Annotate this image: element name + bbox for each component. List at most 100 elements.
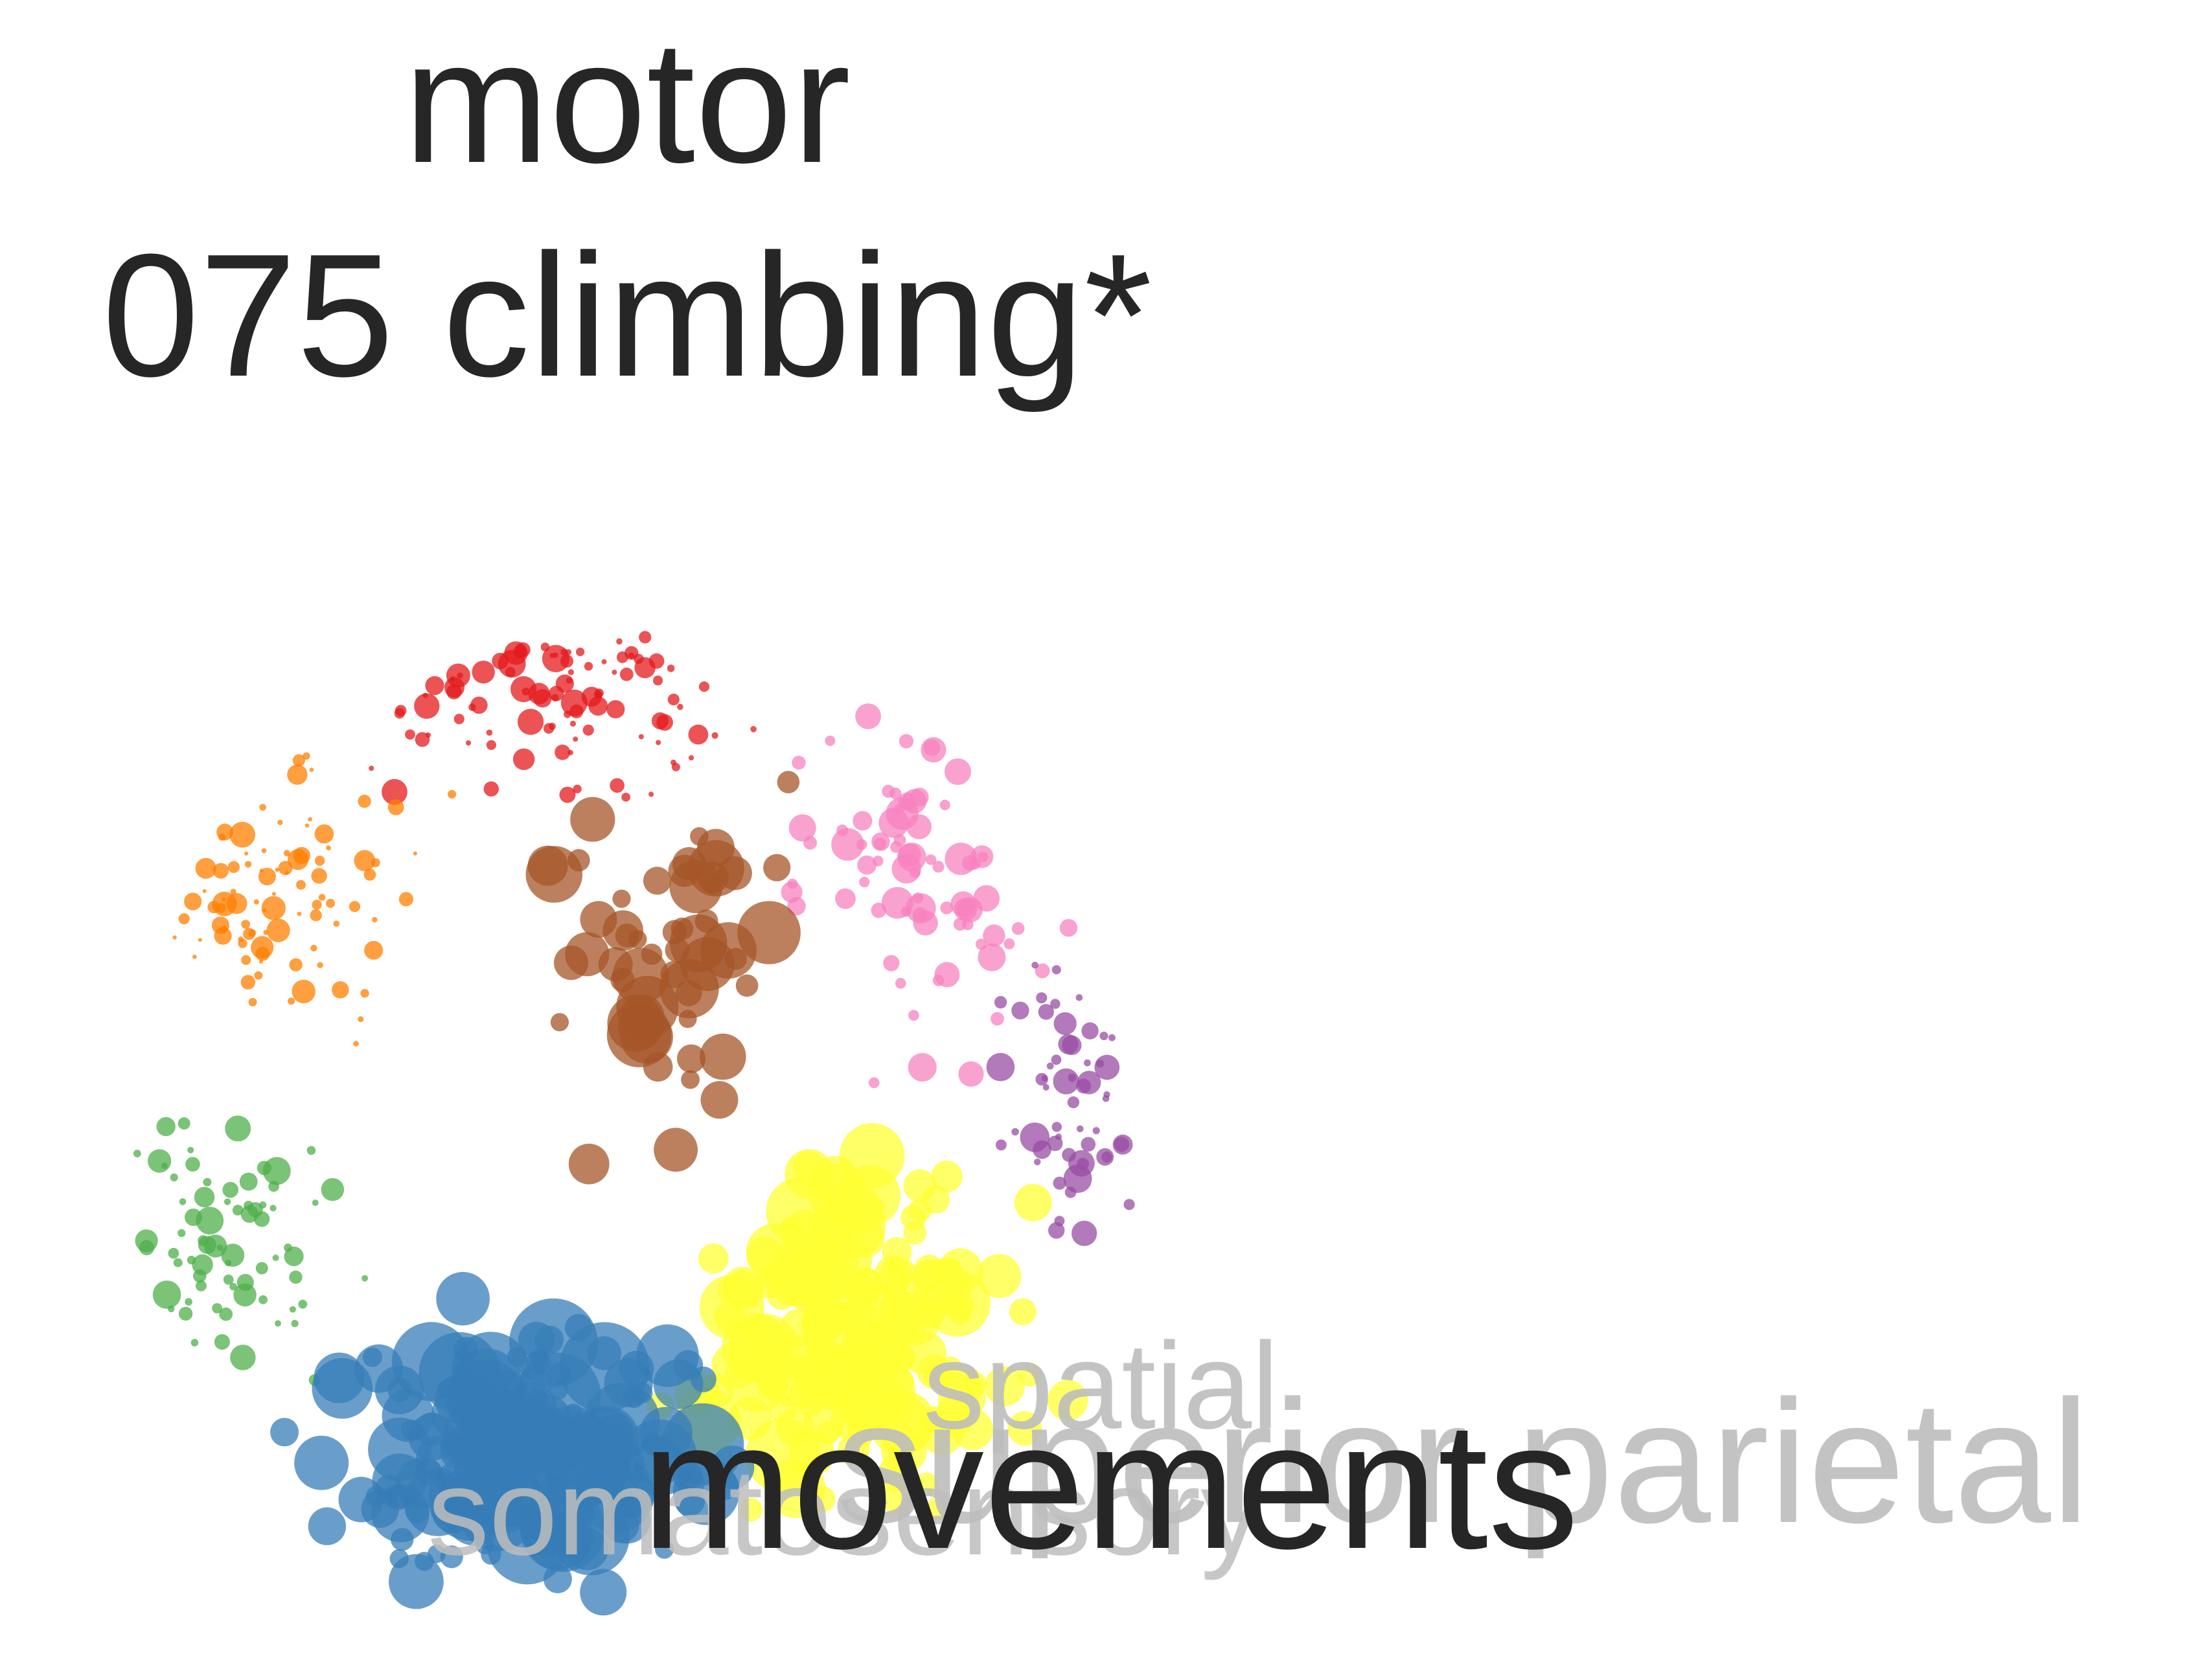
- green-term-dot: [254, 1211, 270, 1227]
- green-term-dot: [223, 1198, 231, 1205]
- green-term-dot: [272, 1254, 279, 1262]
- pink-term-dot: [953, 917, 967, 931]
- brown-term-dot: [700, 1033, 746, 1080]
- pink-term-dot: [940, 902, 954, 914]
- orange-term-dot: [309, 767, 314, 772]
- red-term-dot: [486, 740, 497, 750]
- red-term-dot: [610, 778, 625, 793]
- yellow-term-dot: [843, 1275, 867, 1300]
- title-line-1: motor: [404, 5, 851, 199]
- green-term-dot: [219, 1307, 233, 1321]
- orange-term-dot: [207, 901, 220, 914]
- green-term-dot: [190, 1339, 199, 1346]
- red-term-dot: [688, 755, 694, 761]
- brown-term-dot: [724, 948, 747, 970]
- yellow-term-dot: [762, 1263, 794, 1295]
- yellow-term-dot: [821, 1378, 852, 1409]
- red-term-dot: [648, 791, 654, 797]
- red-term-dot: [457, 672, 463, 679]
- purple-term-dot: [1046, 1062, 1054, 1070]
- purple-term-dot: [1077, 1125, 1084, 1133]
- red-term-dot: [465, 740, 472, 746]
- orange-term-dot: [310, 909, 322, 922]
- brown-term-dot: [777, 771, 800, 793]
- red-term-dot: [470, 696, 488, 714]
- purple-term-dot: [1096, 1148, 1114, 1166]
- purple-term-dot: [995, 1139, 1007, 1151]
- blue-term-dot: [527, 1389, 548, 1410]
- yellow-term-dot: [878, 1453, 917, 1493]
- orange-term-dot: [326, 898, 336, 908]
- brown-term-dot: [550, 1013, 569, 1032]
- yellow-term-dot: [882, 1279, 906, 1304]
- blue-term-dot: [389, 1554, 444, 1609]
- red-term-dot: [576, 647, 585, 657]
- red-term-dot: [518, 709, 544, 735]
- pink-term-dot: [934, 962, 960, 988]
- green-term-dot: [233, 1283, 257, 1307]
- pink-term-dot: [1011, 922, 1025, 935]
- red-term-dot: [667, 694, 680, 706]
- yellow-term-dot: [779, 1309, 819, 1348]
- pink-term-dot: [908, 1053, 937, 1082]
- orange-term-dot: [271, 892, 277, 896]
- blue-term-dot: [476, 1383, 517, 1425]
- orange-term-dot: [303, 752, 310, 760]
- orange-term-dot: [259, 868, 264, 873]
- title-line-2: 075 climbing*: [102, 218, 1152, 414]
- red-term-dot: [422, 692, 428, 698]
- brown-term-dot: [612, 889, 631, 908]
- orange-term-dot: [283, 850, 290, 857]
- green-term-dot: [203, 1177, 212, 1186]
- pink-term-dot: [857, 855, 877, 875]
- purple-term-dot: [1034, 1158, 1041, 1166]
- blue-term-dot: [436, 1474, 460, 1497]
- purple-term-dot: [1092, 1127, 1100, 1135]
- blue-term-dot: [709, 1470, 739, 1501]
- purple-term-dot: [1048, 1222, 1065, 1239]
- red-term-dot: [573, 784, 582, 793]
- red-term-dot: [567, 669, 575, 675]
- red-term-dot: [414, 693, 440, 719]
- orange-term-dot: [253, 899, 259, 905]
- purple-term-dot: [1053, 1012, 1077, 1036]
- green-term-dot: [168, 1247, 179, 1259]
- orange-term-dot: [277, 819, 283, 825]
- yellow-term-dot: [717, 1276, 746, 1304]
- blue-term-dot: [405, 1499, 430, 1523]
- purple-term-dot: [1102, 1095, 1110, 1102]
- pink-term-dot: [855, 703, 881, 729]
- blue-term-dot: [498, 1369, 517, 1388]
- orange-term-dot: [275, 867, 279, 872]
- blue-term-dot: [467, 1413, 534, 1481]
- yellow-term-dot: [1014, 1183, 1052, 1221]
- orange-term-dot: [315, 856, 325, 866]
- brown-term-dot: [735, 974, 759, 997]
- green-term-dot: [185, 1298, 192, 1306]
- red-term-dot: [521, 687, 530, 696]
- yellow-term-dot: [725, 1347, 790, 1412]
- red-term-dot: [677, 703, 683, 710]
- red-term-dot: [564, 710, 571, 718]
- orange-term-dot: [314, 824, 334, 844]
- orange-term-dot: [284, 870, 289, 875]
- orange-term-dot: [304, 823, 310, 828]
- blue-term-dot: [572, 1405, 639, 1473]
- purple-term-dot: [994, 995, 1007, 1009]
- orange-term-dot: [255, 946, 270, 961]
- orange-term-dot: [226, 893, 247, 914]
- pink-term-dot: [925, 854, 937, 865]
- red-term-dot: [369, 766, 374, 771]
- green-term-dot: [259, 1201, 267, 1209]
- brown-term-dot: [567, 849, 590, 872]
- green-term-dot: [284, 1243, 292, 1252]
- red-term-dot: [652, 675, 663, 686]
- green-term-dot: [135, 1229, 158, 1253]
- green-term-dot: [178, 1117, 190, 1130]
- green-term-dot: [289, 1270, 303, 1284]
- pink-term-dot: [895, 977, 906, 989]
- green-term-dot: [275, 1320, 281, 1327]
- orange-term-dot: [296, 880, 306, 890]
- blue-term-dot: [655, 1539, 674, 1559]
- purple-term-dot: [1081, 1022, 1099, 1039]
